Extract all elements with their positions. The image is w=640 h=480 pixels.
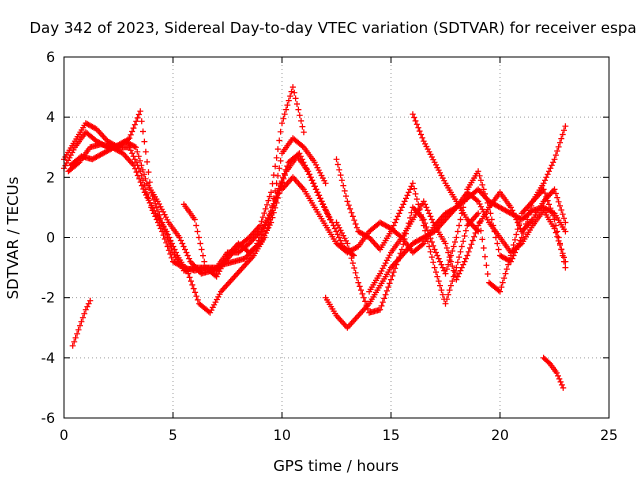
plus-marks <box>540 354 567 391</box>
series-track-12 <box>409 111 482 235</box>
y-tick-label: -6 <box>41 411 55 427</box>
x-tick-label: 15 <box>382 428 400 444</box>
y-tick-label: -4 <box>41 351 55 367</box>
series-track-10 <box>333 123 569 307</box>
y-tick-label: 0 <box>46 231 55 247</box>
y-axis-label: SDTVAR / TECUs <box>4 176 22 299</box>
chart-title: Day 342 of 2023, Sidereal Day-to-day VTE… <box>29 19 636 37</box>
data-points <box>61 84 569 391</box>
plus-marks <box>69 297 94 349</box>
x-tick-label: 0 <box>60 428 69 444</box>
plus-marks <box>409 111 482 235</box>
plus-marks <box>180 180 285 280</box>
y-tick-label: 6 <box>46 50 55 66</box>
plus-marks <box>333 123 569 307</box>
axis-ticks: 0 5 10 15 20 25 -6 -4 -2 0 2 4 6 <box>41 50 618 444</box>
plus-marks <box>366 186 569 295</box>
series-track-4 <box>65 141 333 316</box>
series-track-5 <box>69 297 94 349</box>
x-axis-label: GPS time / hours <box>273 457 399 475</box>
y-tick-label: 4 <box>46 110 55 126</box>
plot-frame <box>63 56 610 419</box>
series-track-13 <box>540 354 567 391</box>
y-tick-label: 2 <box>46 170 55 186</box>
y-tick-label: -2 <box>41 291 55 307</box>
x-tick-label: 5 <box>169 428 178 444</box>
plus-marks <box>65 141 333 316</box>
x-tick-label: 10 <box>273 428 291 444</box>
series-track-11 <box>366 186 569 295</box>
x-tick-label: 25 <box>600 428 618 444</box>
x-tick-label: 20 <box>491 428 509 444</box>
series-track-6 <box>180 180 285 280</box>
